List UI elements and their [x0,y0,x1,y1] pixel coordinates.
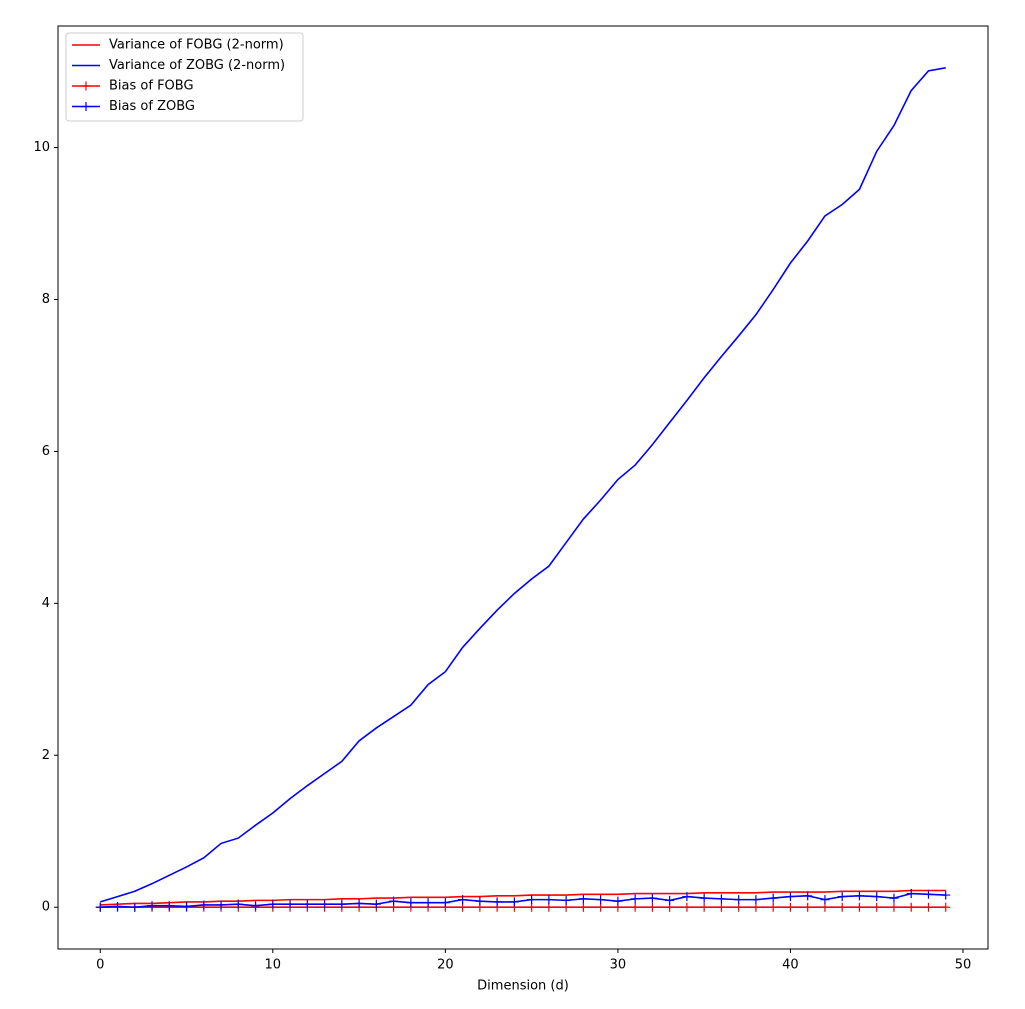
point-marker [233,899,243,909]
point-marker [803,891,813,901]
point-marker [371,899,381,909]
point-marker [820,895,830,905]
point-marker [216,900,226,910]
point-marker [268,899,278,909]
x-tick-label: 30 [610,958,627,973]
point-marker [320,899,330,909]
point-marker [734,902,744,912]
point-marker [182,901,192,911]
legend-marker [81,81,91,91]
point-marker [630,894,640,904]
point-marker [199,900,209,910]
point-marker [854,902,864,912]
point-marker [302,899,312,909]
point-marker [734,895,744,905]
point-marker [337,899,347,909]
point-marker [596,895,606,905]
point-marker [785,902,795,912]
point-marker [647,893,657,903]
point-marker [751,895,761,905]
point-marker [578,902,588,912]
legend-label: Variance of ZOBG (2-norm) [109,58,285,73]
plot-frame [57,25,989,950]
point-marker [285,899,295,909]
point-marker [527,902,537,912]
point-marker [130,902,140,912]
point-marker [527,895,537,905]
legend-label: Bias of ZOBG [109,99,195,114]
legend-marker [81,102,91,111]
legend-label: Variance of FOBG (2-norm) [109,38,284,53]
point-marker [837,892,847,902]
y-tick-label: 4 [42,596,50,611]
point-marker [682,902,692,912]
series-line [100,889,946,906]
point-marker [423,898,433,908]
point-marker [509,897,519,907]
point-marker [147,901,157,911]
point-marker [561,895,571,905]
point-marker [872,902,882,912]
x-tick-label: 20 [437,958,454,973]
point-marker [889,893,899,903]
point-marker [889,902,899,912]
point-marker [475,896,485,906]
point-marker [906,889,916,899]
point-marker [458,895,468,905]
point-marker [906,902,916,912]
point-marker [492,897,502,907]
x-tick-label: 50 [955,958,972,973]
point-marker [406,898,416,908]
x-tick-label: 0 [96,958,104,973]
point-marker [596,902,606,912]
point-marker [613,896,623,906]
point-marker [941,890,951,900]
point-marker [803,902,813,912]
y-tick-label: 2 [42,748,50,763]
point-marker [785,892,795,902]
point-marker [682,892,692,902]
point-marker [251,901,261,911]
point-marker [544,902,554,912]
point-marker [647,902,657,912]
point-marker [164,901,174,911]
point-marker [923,889,933,899]
point-marker [716,894,726,904]
point-marker [941,902,951,912]
x-tick-label: 10 [265,958,282,973]
point-marker [544,895,554,905]
y-tick-label: 0 [42,900,50,915]
point-marker [854,891,864,901]
point-marker [578,894,588,904]
point-marker [751,902,761,912]
y-tick-label: 6 [42,444,50,459]
legend-box [65,32,304,122]
point-marker [716,902,726,912]
x-axis-label: Dimension (d) [477,979,569,994]
point-marker [458,902,468,912]
y-tick-label: 10 [33,140,50,155]
legend-label: Bias of FOBG [109,79,194,94]
point-marker [923,902,933,912]
point-marker [699,902,709,912]
point-marker [699,893,709,903]
point-marker [820,902,830,912]
point-marker [354,898,364,908]
x-tick-label: 40 [782,958,799,973]
point-marker [389,896,399,906]
point-marker [837,902,847,912]
point-marker [665,895,675,905]
point-marker [440,898,450,908]
point-marker [113,901,123,911]
point-marker [95,902,105,912]
series-line [100,66,946,903]
y-tick-label: 8 [42,292,50,307]
point-marker [768,893,778,903]
point-marker [630,902,640,912]
point-marker [768,902,778,912]
point-marker [872,892,882,902]
